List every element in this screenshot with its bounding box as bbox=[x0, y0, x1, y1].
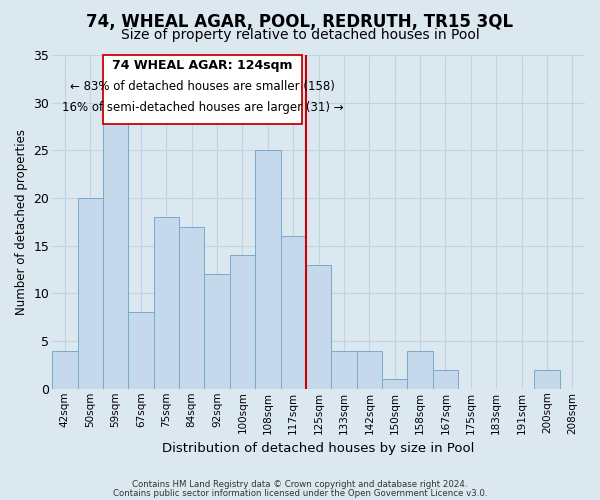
Bar bbox=[230, 256, 255, 389]
Bar bbox=[331, 350, 356, 389]
X-axis label: Distribution of detached houses by size in Pool: Distribution of detached houses by size … bbox=[163, 442, 475, 455]
Bar bbox=[382, 379, 407, 389]
Bar bbox=[179, 226, 205, 389]
Bar bbox=[154, 217, 179, 389]
Bar bbox=[281, 236, 306, 389]
Bar bbox=[205, 274, 230, 389]
Bar bbox=[407, 350, 433, 389]
Text: 74 WHEAL AGAR: 124sqm: 74 WHEAL AGAR: 124sqm bbox=[112, 59, 293, 72]
Bar bbox=[534, 370, 560, 389]
Text: Contains public sector information licensed under the Open Government Licence v3: Contains public sector information licen… bbox=[113, 488, 487, 498]
Bar bbox=[103, 122, 128, 389]
FancyBboxPatch shape bbox=[103, 55, 302, 124]
Bar bbox=[52, 350, 77, 389]
Text: Size of property relative to detached houses in Pool: Size of property relative to detached ho… bbox=[121, 28, 479, 42]
Text: 74, WHEAL AGAR, POOL, REDRUTH, TR15 3QL: 74, WHEAL AGAR, POOL, REDRUTH, TR15 3QL bbox=[86, 12, 514, 30]
Text: 16% of semi-detached houses are larger (31) →: 16% of semi-detached houses are larger (… bbox=[62, 101, 343, 114]
Bar bbox=[433, 370, 458, 389]
Y-axis label: Number of detached properties: Number of detached properties bbox=[15, 129, 28, 315]
Bar bbox=[306, 265, 331, 389]
Bar bbox=[128, 312, 154, 389]
Text: ← 83% of detached houses are smaller (158): ← 83% of detached houses are smaller (15… bbox=[70, 80, 335, 93]
Text: Contains HM Land Registry data © Crown copyright and database right 2024.: Contains HM Land Registry data © Crown c… bbox=[132, 480, 468, 489]
Bar bbox=[255, 150, 281, 389]
Bar bbox=[77, 198, 103, 389]
Bar bbox=[356, 350, 382, 389]
